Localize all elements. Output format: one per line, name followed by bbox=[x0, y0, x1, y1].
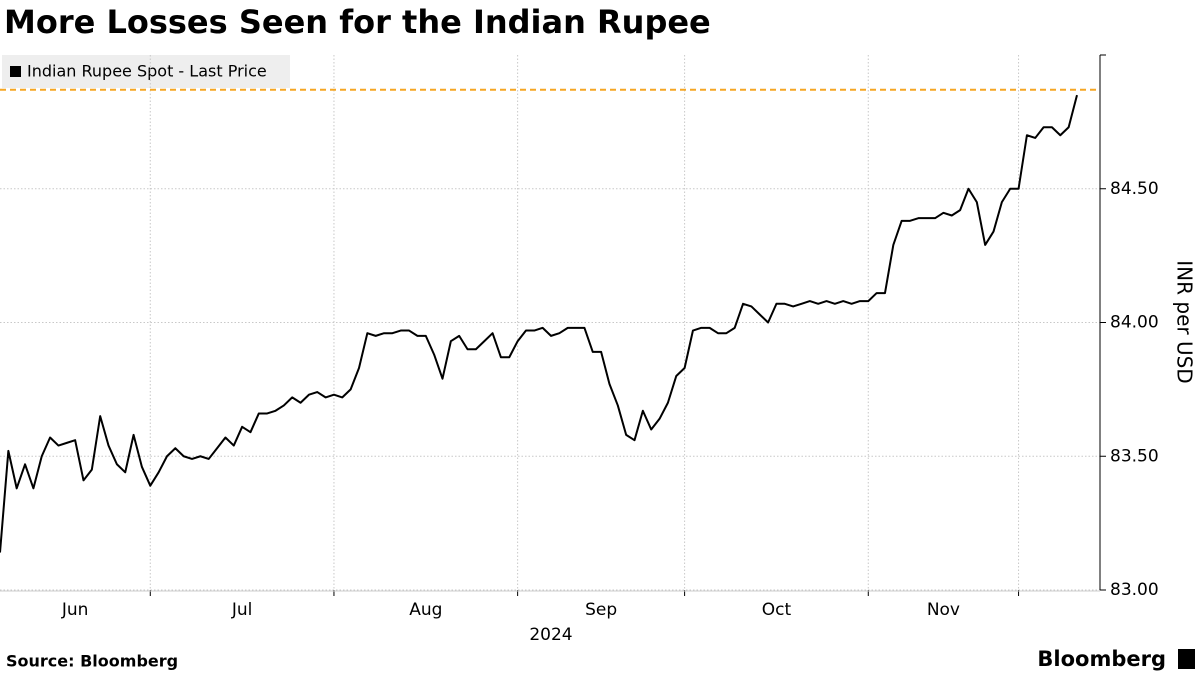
x-tick-label: Jun bbox=[61, 600, 89, 620]
x-tick-label: Sep bbox=[585, 600, 617, 620]
legend bbox=[2, 55, 290, 88]
x-axis-label: 2024 bbox=[529, 625, 572, 645]
y-tick-label: 84.00 bbox=[1110, 313, 1159, 333]
x-tick-label: Jul bbox=[231, 600, 253, 620]
y-axis-label: INR per USD bbox=[1173, 260, 1197, 383]
brand: Bloomberg bbox=[1037, 647, 1166, 671]
y-tick-label: 83.00 bbox=[1110, 580, 1159, 600]
legend-swatch bbox=[10, 66, 21, 77]
x-tick-label: Aug bbox=[409, 600, 442, 620]
legend-label: Indian Rupee Spot - Last Price bbox=[27, 62, 267, 81]
chart-title: More Losses Seen for the Indian Rupee bbox=[4, 3, 711, 41]
y-tick-label: 84.50 bbox=[1110, 179, 1159, 199]
line bbox=[0, 94, 1078, 553]
source: Source: Bloomberg bbox=[6, 652, 178, 671]
brand-icon bbox=[1178, 649, 1195, 669]
x-tick-label: Nov bbox=[927, 600, 960, 620]
y-tick-label: 83.50 bbox=[1110, 446, 1159, 466]
x-tick-label: Oct bbox=[762, 600, 792, 620]
